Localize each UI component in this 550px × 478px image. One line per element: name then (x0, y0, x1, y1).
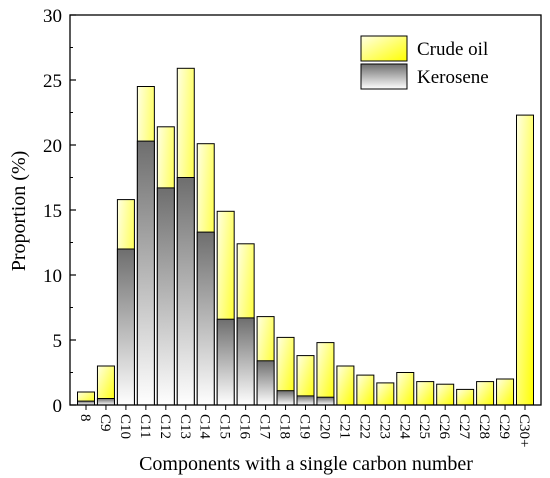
bar-crude-oil (376, 382, 395, 406)
bar-kerosene (276, 390, 295, 406)
x-tick-label: C20 (316, 414, 332, 439)
bar-crude-oil (396, 372, 415, 406)
y-tick-label: 20 (43, 136, 62, 157)
bar-kerosene (236, 317, 255, 406)
bar-crude-oil (436, 383, 455, 406)
x-tick-label: C30+ (516, 414, 532, 447)
x-tick-label: C26 (436, 414, 452, 440)
bar-crude-oil (476, 381, 495, 406)
x-tick-label: C21 (336, 414, 352, 439)
x-tick-label: C18 (277, 414, 293, 439)
x-tick-label: C15 (217, 414, 233, 439)
legend-swatch-kerosene (360, 63, 408, 90)
y-tick-label: 25 (43, 71, 62, 92)
x-tick-label: C12 (157, 414, 173, 439)
y-tick-label: 0 (53, 396, 63, 417)
bar-crude-oil (516, 114, 534, 406)
bar-crude-oil (416, 381, 435, 406)
bar-kerosene (136, 140, 155, 406)
bar-crude-oil (456, 388, 475, 406)
x-tick-label: C25 (416, 414, 432, 439)
x-tick-label: C14 (197, 414, 213, 440)
x-tick-label: C9 (97, 414, 113, 432)
bar-kerosene (256, 360, 275, 406)
legend-label-crude-oil: Crude oil (417, 39, 488, 60)
bar-kerosene (316, 396, 335, 406)
x-tick-label: C16 (237, 414, 253, 440)
x-tick-label: C23 (376, 414, 392, 439)
x-tick-label: C28 (476, 414, 492, 439)
bars-layer (77, 67, 534, 406)
x-tick-label: C17 (257, 414, 273, 440)
bar-crude-oil (316, 342, 335, 406)
legend: Crude oil Kerosene (360, 35, 489, 90)
y-axis-label: Proportion (%) (8, 151, 30, 272)
x-tick-label: 8 (77, 414, 93, 422)
legend-swatch-crude-oil (360, 35, 408, 62)
x-tick-label: C13 (177, 414, 193, 439)
legend-label-kerosene: Kerosene (417, 67, 489, 88)
bar-kerosene (196, 231, 215, 406)
y-tick-label: 10 (43, 266, 62, 287)
x-tick-label: C19 (297, 414, 313, 439)
bar-crude-oil (336, 365, 355, 406)
bar-crude-oil (356, 374, 375, 406)
x-tick-label: C24 (396, 414, 412, 440)
bar-kerosene (156, 187, 175, 406)
y-tick-label: 15 (43, 201, 62, 222)
bar-kerosene (96, 398, 115, 406)
x-tick-label: C27 (456, 414, 472, 440)
y-tick-label: 5 (53, 331, 63, 352)
x-tick-label: C11 (137, 414, 153, 438)
bar-kerosene (216, 318, 235, 406)
x-tick-label: C22 (356, 414, 372, 439)
bar-crude-oil (496, 378, 515, 406)
x-tick-label: C10 (117, 414, 133, 439)
bar-kerosene (296, 395, 315, 406)
bar-kerosene (176, 177, 195, 406)
x-axis-label: Components with a single carbon number (139, 453, 473, 475)
x-tick-label: C29 (496, 414, 512, 439)
bar-kerosene (116, 248, 135, 406)
y-tick-label: 30 (43, 6, 62, 27)
